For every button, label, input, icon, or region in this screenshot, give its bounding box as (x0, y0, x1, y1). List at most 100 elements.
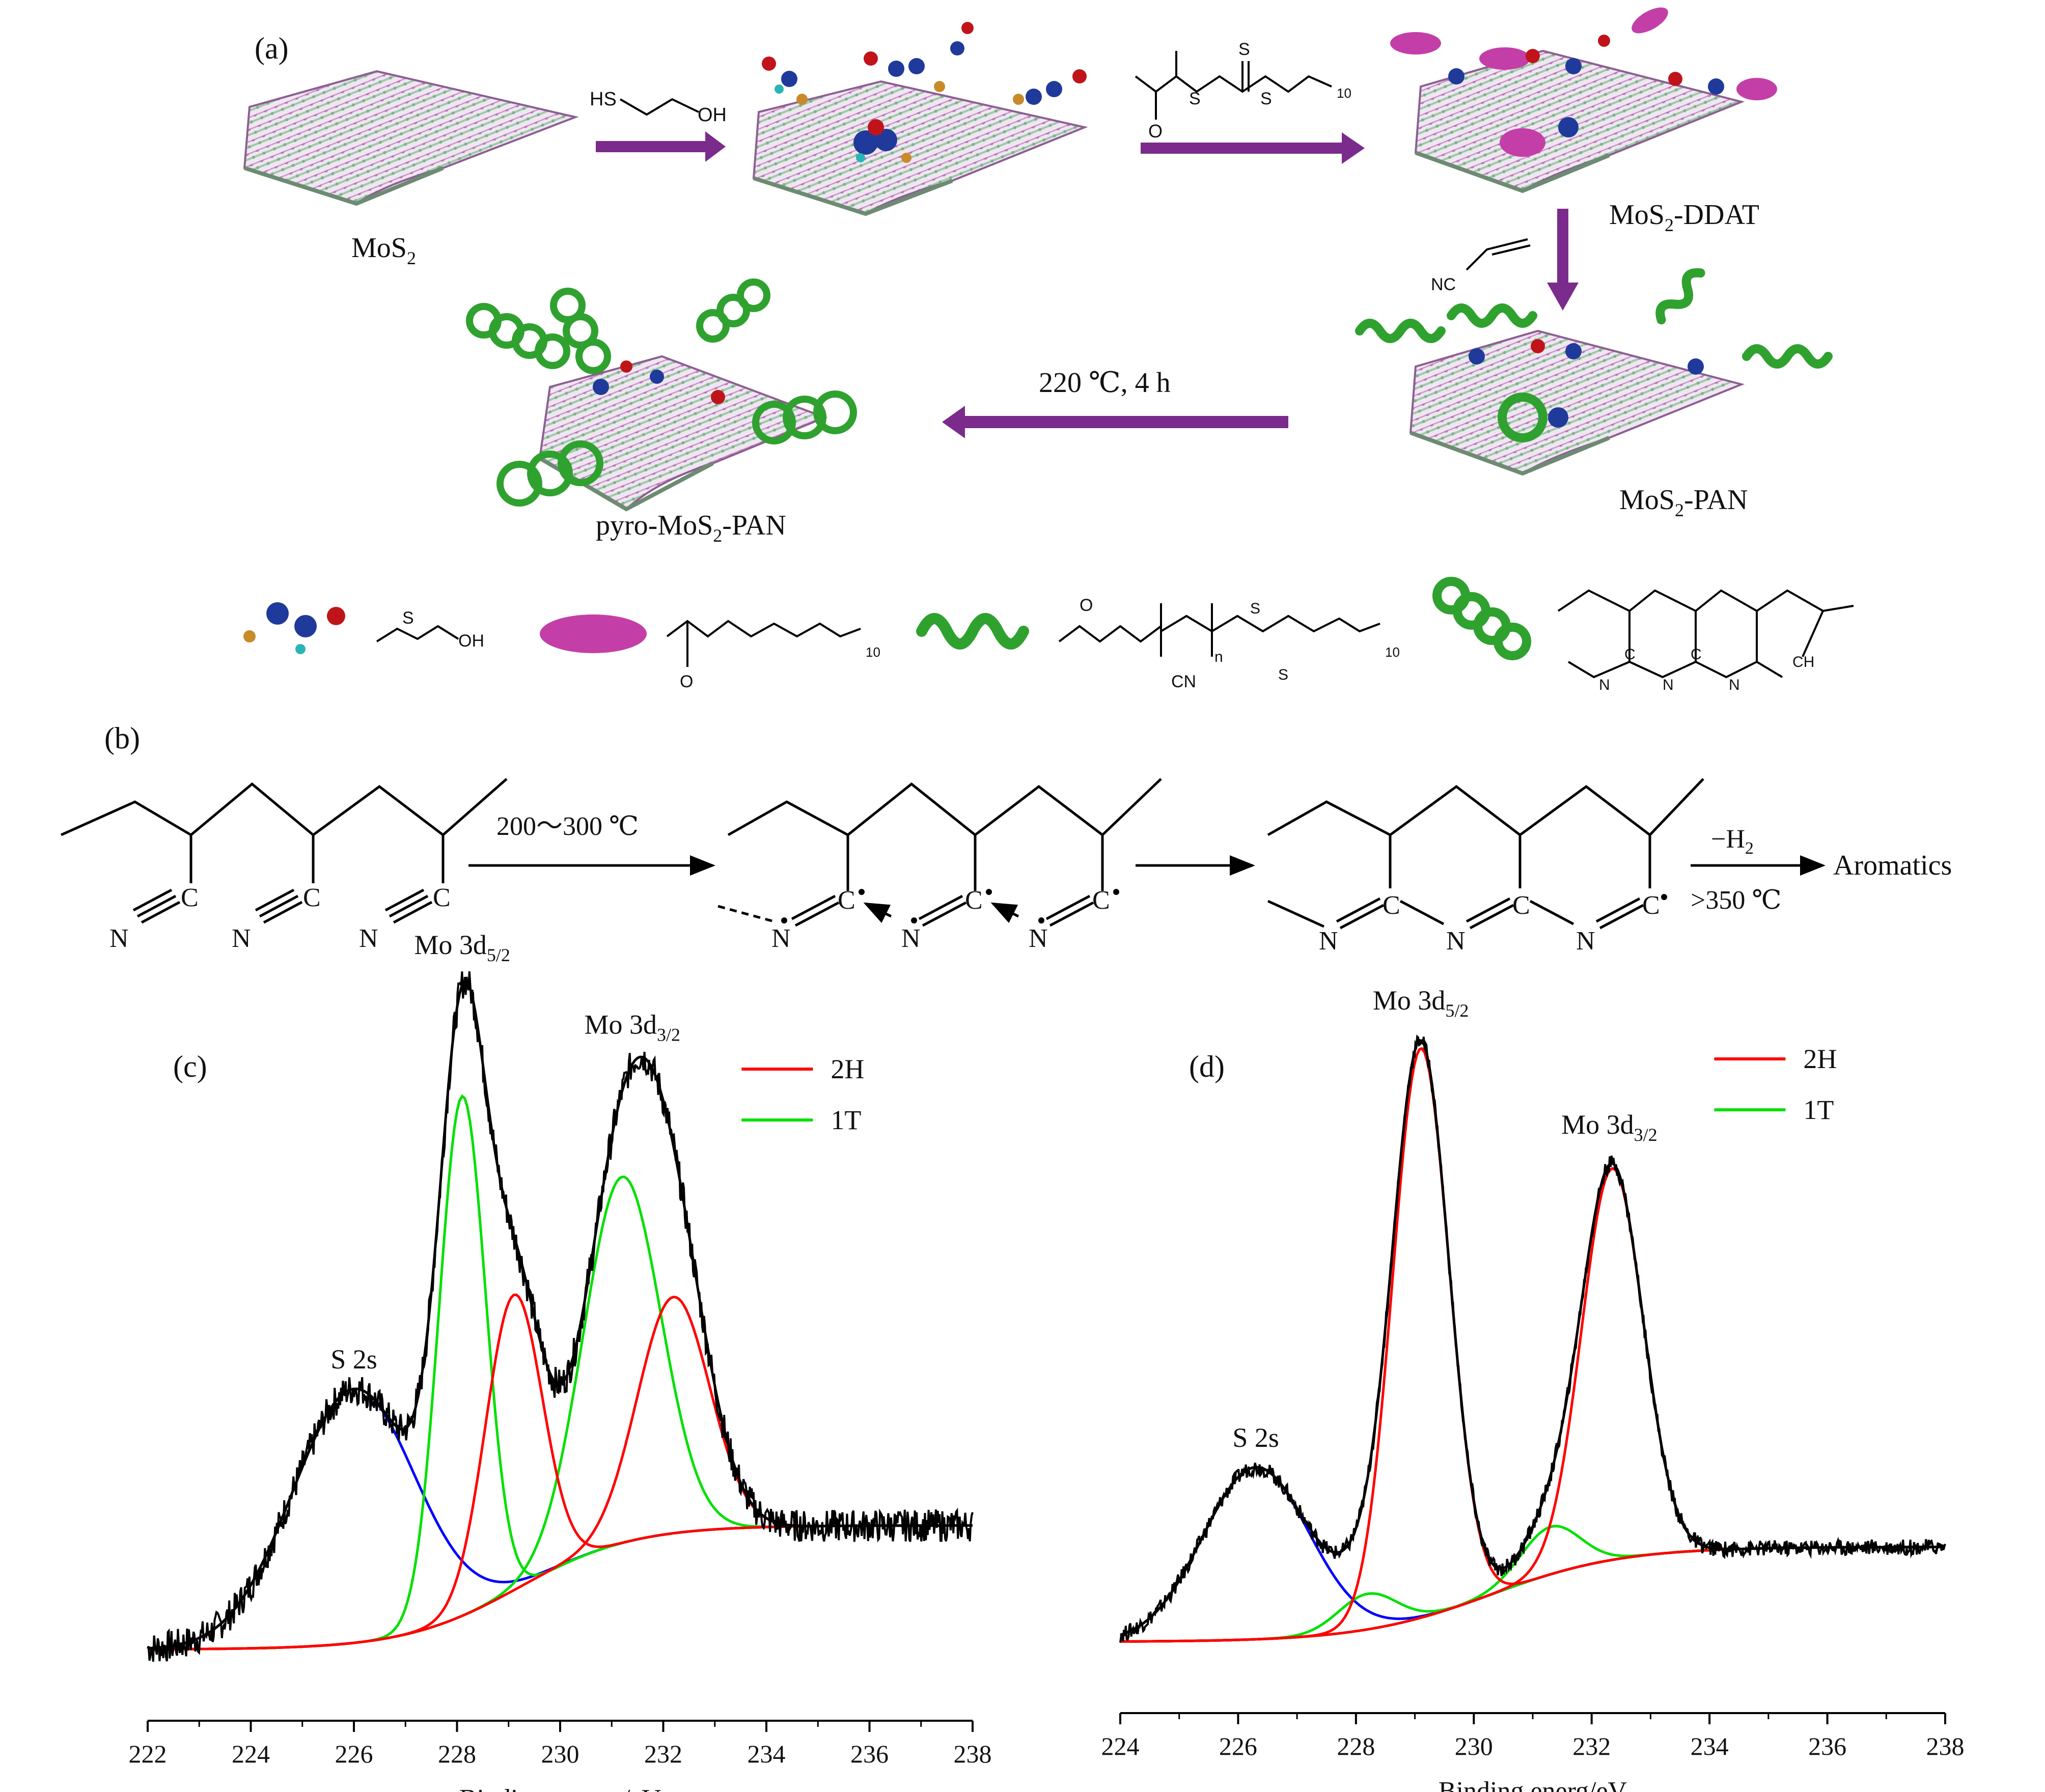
mo3d-annotation: Mo 3d3/2 (584, 1009, 680, 1045)
svg-text:OH: OH (698, 104, 727, 126)
svg-text:S: S (1250, 600, 1260, 617)
1t-component-curve-1 (1120, 1546, 1945, 1643)
svg-text:10: 10 (1337, 86, 1351, 101)
scheme-legend-row: S OH O 10 O n CN S S 10 N C N C N CH (243, 577, 1854, 693)
svg-text:HS: HS (590, 89, 617, 110)
cyclizing-atom-labels: C C C N N N (771, 886, 1119, 953)
svg-text:C: C (1691, 646, 1702, 663)
mo3d-annotation: Mo 3d3/2 (1561, 1109, 1657, 1145)
mos2-pan-label: MoS2-PAN (1619, 484, 1748, 520)
panel-label-b: (b) (104, 721, 140, 755)
svg-text:CN: CN (1171, 672, 1196, 691)
svg-text:N: N (1729, 677, 1740, 693)
mos2-ddat-sheet (1390, 7, 1777, 193)
cond-350: >350 ℃ (1691, 886, 1782, 915)
svg-text:n: n (1214, 649, 1223, 665)
x-tick-label: 222 (129, 1740, 167, 1768)
raw-spectrum (1119, 1034, 1946, 1643)
purple-arrow-3 (1547, 209, 1579, 311)
x-tick-label: 226 (1219, 1732, 1257, 1760)
mo3d-annotation: Mo 3d5/2 (1373, 985, 1469, 1021)
svg-text:N: N (1599, 677, 1610, 693)
x-tick-label: 234 (748, 1740, 786, 1768)
mos2-pan-sheet (1355, 268, 1833, 476)
legend-label-2h: 2H (1803, 1044, 1837, 1074)
pan-structure (60, 778, 508, 924)
x-tick-label: 228 (438, 1740, 476, 1768)
ladder-structure (1267, 778, 1704, 930)
2h-component-curve-1 (148, 1293, 973, 1651)
svg-text:10: 10 (1385, 645, 1400, 660)
x-tick-label: 224 (1101, 1732, 1140, 1760)
svg-text:N: N (1446, 927, 1466, 956)
svg-text:S: S (1260, 89, 1272, 108)
x-tick-label: 236 (1808, 1732, 1846, 1760)
x-tick-label: 232 (1572, 1732, 1611, 1760)
svg-text:C: C (433, 883, 451, 912)
xps-chart-d: 224 226 228 230 232 234 236 238 Binding energ/eV… (1101, 985, 1965, 1792)
purple-arrow-1 (596, 131, 726, 162)
mos2-ddat-label: MoS2-DDAT (1609, 199, 1759, 235)
x-tick-label: 230 (1455, 1732, 1493, 1760)
cond-200-300: 200～300 ℃ (496, 812, 639, 841)
svg-text:C: C (1512, 891, 1530, 920)
svg-text:N: N (359, 924, 378, 953)
legend-label-2h: 2H (831, 1054, 864, 1084)
svg-text:C: C (838, 886, 855, 915)
pan-atom-labels: C C C N N N (109, 883, 451, 953)
x-tick-label: 224 (232, 1740, 270, 1768)
svg-text:S: S (402, 608, 414, 628)
svg-text:N: N (771, 924, 791, 953)
raw-spectrum (147, 971, 974, 1662)
reagent-acrylonitrile: NC (1431, 238, 1531, 294)
reagent-mercaptoethanol: HS OH (590, 89, 727, 126)
2h-component-curve-1 (1120, 1047, 1945, 1643)
x-tick-label: 238 (1926, 1732, 1965, 1760)
svg-text:S: S (1189, 89, 1201, 108)
svg-text:S: S (1278, 666, 1288, 683)
pyro-mos2-pan-label: pyro-MoS2-PAN (596, 510, 786, 546)
svg-text:N: N (901, 924, 921, 953)
svg-text:N: N (1576, 927, 1595, 956)
svg-text:N: N (109, 924, 129, 953)
mos2-label: MoS2 (351, 232, 416, 268)
mo3d-annotation: Mo 3d5/2 (414, 930, 510, 965)
panel-label-a: (a) (255, 32, 289, 65)
purple-arrow-4 (942, 406, 1288, 438)
panel-label-d: (d) (1189, 1050, 1225, 1083)
s2s-annotation: S 2s (1232, 1422, 1279, 1453)
svg-text:C: C (1642, 891, 1660, 920)
reagent-ddat: O S S S 10 (1135, 40, 1351, 142)
panel-label-c: (c) (173, 1050, 207, 1083)
svg-text:C: C (181, 883, 199, 912)
2h-component-curve-2 (1120, 1167, 1945, 1643)
background-component-curve-1 (147, 1387, 973, 1650)
x-tick-label: 238 (954, 1740, 992, 1768)
mos2-functionalized-sheet (752, 22, 1088, 216)
svg-text:O: O (1080, 596, 1093, 615)
svg-text:10: 10 (866, 645, 880, 660)
svg-text:O: O (680, 672, 693, 691)
pyro-mos2-pan-sheet (466, 278, 857, 512)
svg-text:O: O (1148, 121, 1163, 142)
legend-label-1t: 1T (831, 1105, 861, 1135)
x-axis-label: Binding energy/eV (459, 1784, 661, 1792)
x-tick-label: 232 (644, 1740, 682, 1768)
svg-text:C: C (1383, 891, 1400, 920)
x-axis-label: Binding energ/eV (1439, 1777, 1627, 1792)
x-tick-label: 228 (1337, 1732, 1375, 1760)
svg-text:C: C (1092, 886, 1110, 915)
condition-220c: 220 ℃, 4 h (1039, 367, 1171, 399)
svg-text:OH: OH (458, 631, 484, 651)
xps-chart-c: 222 224 226 228 230 232 234 236 238 Binding energ… (129, 930, 992, 1792)
svg-text:CH: CH (1792, 654, 1814, 670)
svg-text:C: C (1624, 646, 1636, 663)
mos2-sheet (243, 70, 579, 206)
2h-component-curve-2 (148, 1296, 973, 1651)
x-tick-label: 236 (850, 1740, 889, 1768)
x-tick-label: 226 (335, 1740, 373, 1768)
minus-h2: −H2 (1711, 825, 1754, 858)
svg-text:N: N (232, 924, 251, 953)
svg-text:C: C (965, 886, 983, 915)
